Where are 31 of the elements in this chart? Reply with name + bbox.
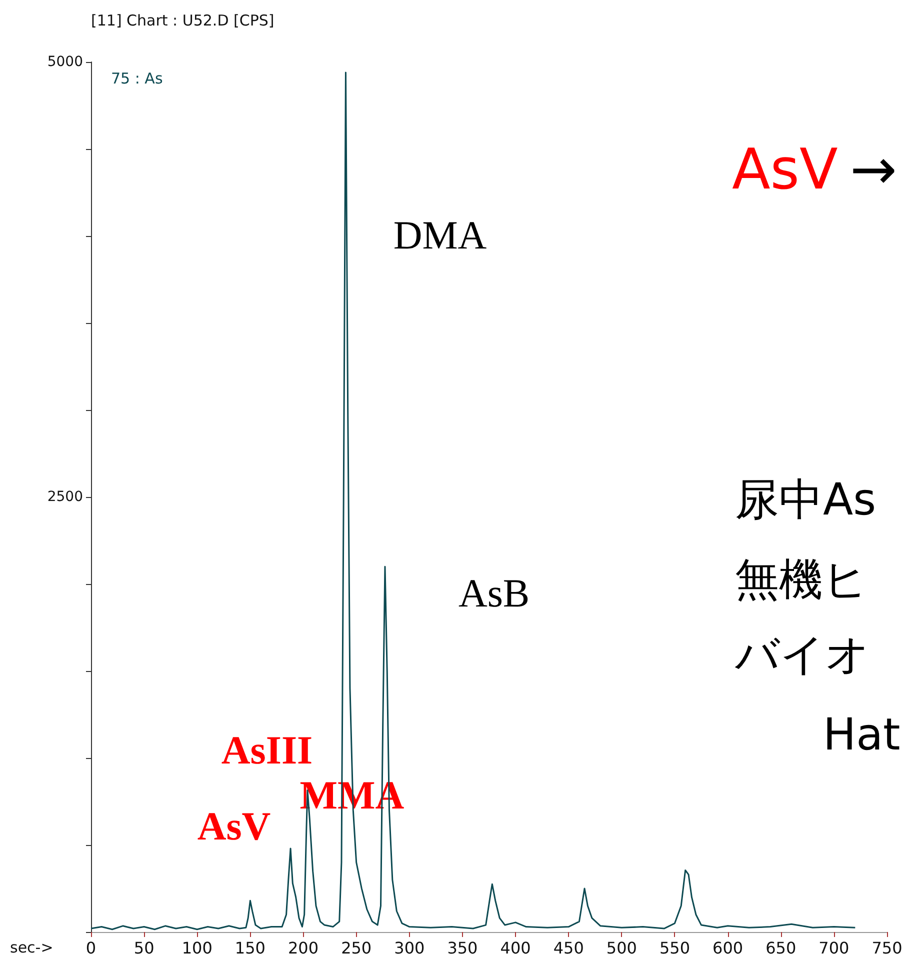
annotation: 無機ヒ bbox=[735, 554, 868, 606]
annotation: Hat bbox=[823, 710, 900, 760]
x-tick-label: 100 bbox=[182, 938, 212, 958]
annotation: 尿中As bbox=[735, 474, 876, 526]
x-tick-label: 450 bbox=[553, 938, 584, 958]
y-tick-label: 5000 bbox=[47, 54, 83, 70]
x-tick-label: 50 bbox=[134, 938, 154, 958]
x-tick-label: 300 bbox=[394, 938, 425, 958]
x-tick-label: 400 bbox=[500, 938, 531, 958]
x-tick-label: 150 bbox=[234, 938, 266, 958]
text: 75 : As bbox=[111, 70, 163, 88]
annotation: DMA bbox=[393, 212, 487, 258]
x-tick-label: 750 bbox=[872, 938, 902, 958]
y-tick-label: 2500 bbox=[47, 489, 83, 505]
x-tick-label: 500 bbox=[606, 938, 637, 958]
x-tick-label: 350 bbox=[447, 938, 478, 958]
x-tick-label: 650 bbox=[766, 938, 796, 958]
x-tick-label: 250 bbox=[341, 938, 372, 958]
x-tick-label: 0 bbox=[86, 938, 96, 958]
x-axis-title: sec-> bbox=[10, 938, 54, 956]
annotation: AsV bbox=[732, 138, 838, 202]
x-tick-label: 200 bbox=[288, 938, 319, 958]
x-tick-label: 600 bbox=[712, 938, 744, 958]
x-tick-label: 550 bbox=[659, 938, 690, 958]
chart-title: [11] Chart : U52.D [CPS] bbox=[91, 12, 274, 30]
x-tick-label: 700 bbox=[818, 938, 850, 958]
annotation: AsV bbox=[197, 804, 271, 848]
annotation: AsIII bbox=[221, 728, 313, 772]
annotation: バイオ bbox=[734, 630, 870, 680]
annotation: AsB bbox=[458, 570, 530, 616]
annotation: → bbox=[850, 138, 897, 202]
